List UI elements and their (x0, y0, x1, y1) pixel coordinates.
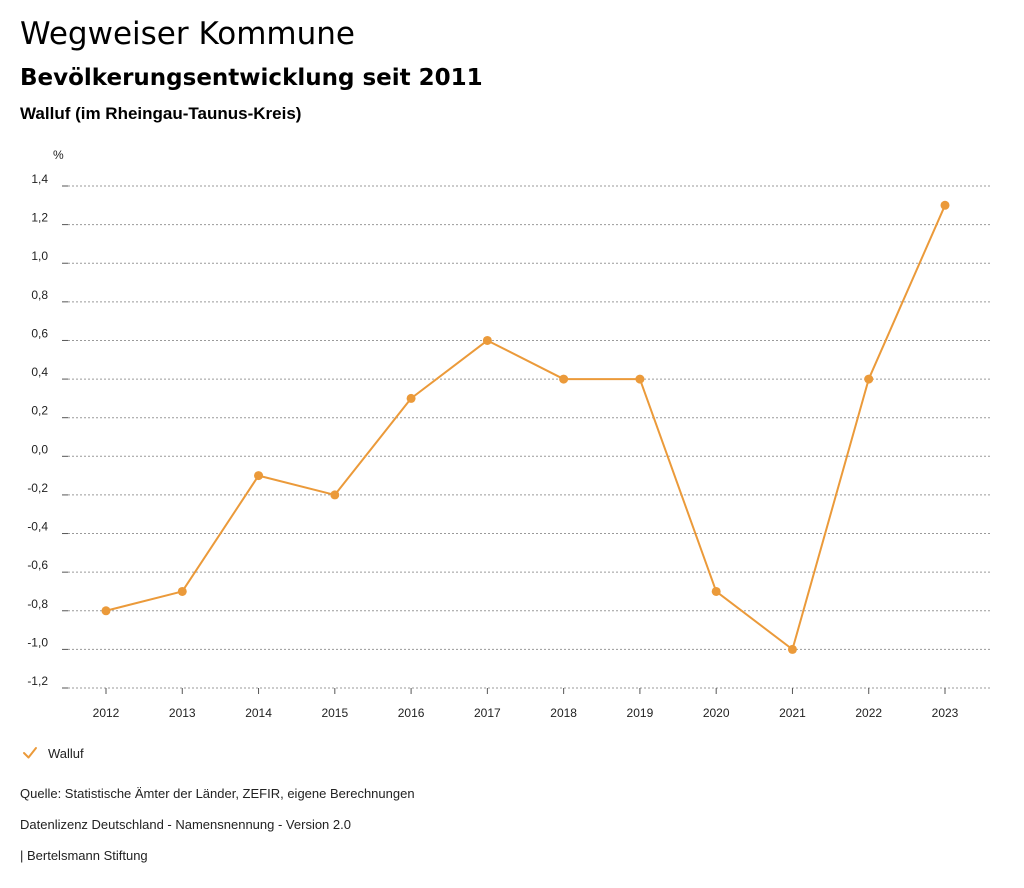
y-tick-label: 0,0 (31, 442, 48, 456)
data-point (864, 374, 874, 384)
legend-label: Walluf (48, 745, 84, 761)
y-tick-label: 0,8 (31, 288, 48, 302)
data-point (101, 606, 111, 616)
data-point (787, 644, 797, 654)
source-note: Quelle: Statistische Ämter der Länder, Z… (20, 786, 415, 801)
data-point (330, 490, 340, 500)
y-axis-unit-label: % (53, 148, 64, 162)
y-tick-label: -0,6 (27, 558, 48, 572)
y-tick-label: 1,2 (31, 211, 48, 225)
x-tick-label: 2017 (474, 706, 501, 720)
chart-subtitle: Bevölkerungsentwicklung seit 2011 (20, 65, 483, 91)
x-tick-label: 2012 (93, 706, 120, 720)
y-tick-label: 1,0 (31, 249, 48, 263)
y-tick-label: -0,2 (27, 481, 48, 495)
x-tick-label: 2015 (321, 706, 348, 720)
data-point (940, 200, 950, 210)
series-line-walluf (105, 204, 946, 651)
y-tick-label: -1,2 (27, 674, 48, 688)
x-tick-label: 2019 (627, 706, 654, 720)
data-point (254, 471, 264, 481)
x-tick-label: 2016 (398, 706, 425, 720)
y-tick-label: 1,4 (31, 172, 48, 186)
y-tick-label: -0,4 (27, 520, 48, 534)
x-tick-label: 2014 (245, 706, 272, 720)
region-label: Walluf (im Rheingau-Taunus-Kreis) (20, 104, 302, 123)
y-tick-label: 0,2 (31, 404, 48, 418)
x-tick-label: 2018 (550, 706, 577, 720)
y-tick-label: 0,6 (31, 326, 48, 340)
legend-check-icon (23, 747, 37, 759)
data-point (406, 393, 416, 403)
legend[interactable]: Walluf (22, 745, 84, 761)
license-note: Datenlizenz Deutschland - Namensnennung … (20, 817, 351, 832)
x-tick-label: 2020 (703, 706, 730, 720)
line-chart: % 1,4 1,2 1,0 0,8 0,6 0,4 0,2 0,0 -0,2 -0,4 -0,6 -0,… (27, 148, 990, 720)
x-tick-label: 2023 (932, 706, 959, 720)
x-tick-label: 2013 (169, 706, 196, 720)
x-tick-label: 2022 (855, 706, 882, 720)
publisher-note: | Bertelsmann Stiftung (20, 848, 148, 863)
x-tick-label: 2021 (779, 706, 806, 720)
grid-layer (68, 185, 990, 689)
series-layer (101, 200, 950, 654)
y-tick-label: 0,4 (31, 365, 48, 379)
y-tick-label: -0,8 (27, 597, 48, 611)
data-point (559, 374, 569, 384)
data-point (482, 335, 492, 345)
data-point (711, 586, 721, 596)
y-tick-label: -1,0 (27, 635, 48, 649)
data-point (177, 586, 187, 596)
chart-title: Wegweiser Kommune (20, 16, 355, 52)
axis-layer: % 1,4 1,2 1,0 0,8 0,6 0,4 0,2 0,0 -0,2 -0,4 -0,6 -0,… (27, 148, 958, 720)
data-point (635, 374, 645, 384)
